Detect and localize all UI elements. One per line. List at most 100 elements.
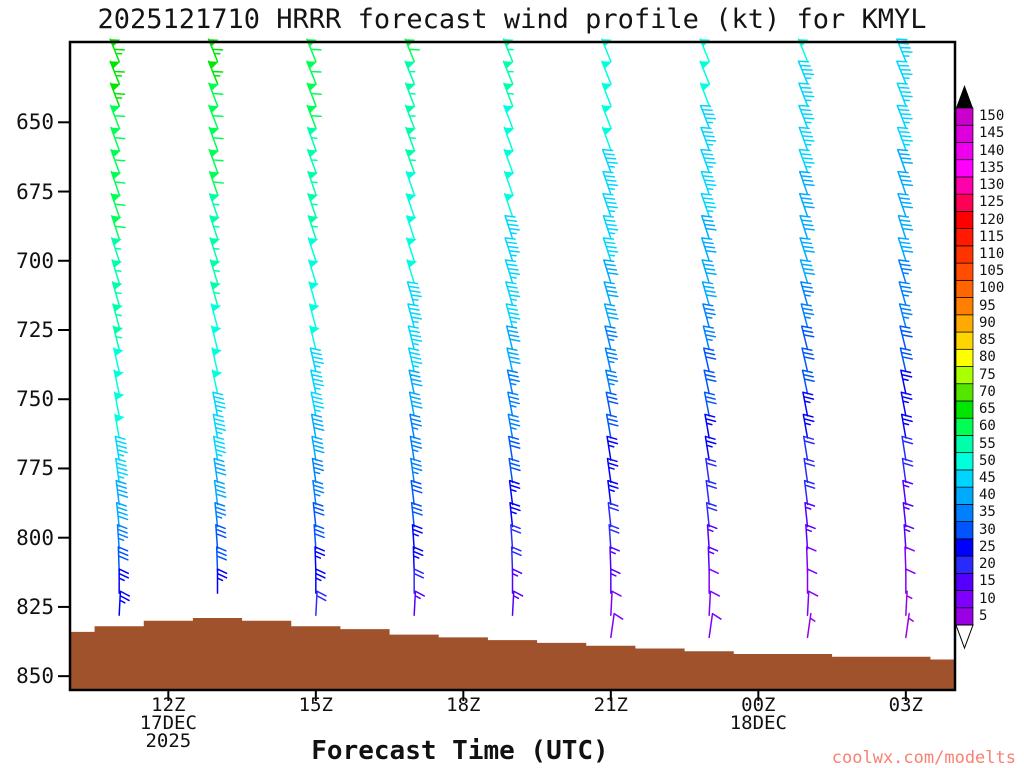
wind-barb-flag [112, 282, 123, 290]
wind-barb [507, 413, 521, 439]
plot-border [68, 40, 957, 692]
colorbar-cell [955, 383, 974, 402]
wind-barb [900, 391, 913, 417]
wind-barb [315, 590, 327, 616]
wind-barb-flag [212, 370, 223, 379]
wind-barb [118, 590, 131, 616]
wind-barb [699, 60, 710, 85]
wind-barb [896, 104, 913, 129]
colorbar-cell [955, 297, 974, 316]
wind-barb [508, 457, 521, 484]
wind-barb-flag [405, 127, 416, 135]
wind-barb-flag [405, 149, 416, 158]
wind-barb-flag [110, 127, 121, 135]
wind-barb-flag [407, 259, 418, 268]
wind-barb [208, 170, 224, 196]
wind-barb [900, 369, 913, 395]
wind-barb [406, 215, 415, 240]
wind-barb-flag [211, 326, 222, 334]
wind-barb [801, 347, 815, 373]
wind-barb-flag [110, 105, 121, 113]
wind-barb-flag [308, 215, 319, 224]
wind-barb [116, 524, 129, 550]
wind-barb [605, 391, 619, 417]
wind-barb [898, 303, 913, 328]
wind-barb [896, 60, 913, 85]
wind-barb [410, 501, 423, 528]
barb-column-21Z [601, 38, 624, 639]
wind-barb-flag [405, 105, 416, 113]
wind-barb [606, 457, 619, 484]
colorbar-cell [955, 400, 974, 419]
wind-barb-flag [212, 348, 222, 356]
wind-barb [503, 82, 515, 107]
wind-barb [310, 369, 325, 395]
wind-barb [900, 413, 913, 439]
wind-barb-flag [504, 127, 515, 135]
barb-column-17Z [404, 38, 426, 616]
wind-barb [701, 215, 717, 240]
wind-barb [109, 60, 126, 85]
wind-barb-flag [111, 193, 122, 202]
wind-barb-flag [110, 83, 121, 91]
wind-barb [708, 590, 721, 616]
wind-barb-flag [406, 215, 417, 224]
colorbar-cell [955, 590, 974, 609]
wind-barb-flag [406, 193, 417, 202]
wind-barb [406, 237, 415, 262]
wind-barb [799, 215, 815, 240]
wind-barb-flag [504, 149, 515, 158]
wind-barb [212, 413, 227, 439]
wind-barb [408, 391, 423, 417]
wind-barb [902, 479, 914, 506]
colorbar-cell [955, 538, 974, 557]
wind-barb [896, 82, 913, 107]
wind-barb [606, 435, 619, 461]
wind-barb [607, 501, 619, 528]
wind-barb [601, 148, 618, 173]
wind-barb [605, 413, 619, 439]
wind-barb [313, 524, 325, 550]
wind-barb [311, 435, 325, 461]
barb-column-03Z [896, 38, 916, 639]
colorbar-cell [955, 331, 974, 350]
wind-barb [897, 170, 914, 196]
colorbar-cell [955, 314, 974, 333]
wind-barb [312, 479, 325, 506]
wind-barb [408, 347, 423, 373]
wind-barb-flag [208, 83, 219, 91]
wind-barb-flag [308, 237, 319, 246]
wind-barb-flag [306, 61, 317, 69]
wind-barb [603, 303, 619, 328]
wind-barb [802, 435, 815, 461]
colorbar-cell [955, 555, 974, 574]
wind-barb [707, 546, 719, 572]
wind-barb [896, 148, 913, 173]
wind-barb [511, 568, 523, 594]
wind-barb [902, 501, 914, 528]
wind-barb [905, 612, 914, 639]
wind-barb-flag [111, 237, 122, 246]
wind-barb-flag [601, 61, 612, 69]
colorbar-cell [955, 279, 974, 298]
wind-barb [211, 347, 219, 373]
wind-barb [904, 546, 915, 572]
wind-barb [507, 435, 521, 461]
wind-barb [896, 38, 913, 63]
wind-barb [806, 568, 818, 594]
xaxis-title: Forecast Time (UTC) [311, 736, 609, 766]
wind-barb [601, 82, 612, 107]
wind-barb [798, 104, 815, 129]
colorbar-cell [955, 572, 974, 591]
wind-barb [412, 546, 424, 572]
wind-barb-flag [210, 282, 221, 290]
wind-barb-flag [111, 171, 122, 180]
wind-barb [705, 457, 717, 484]
wind-barb [510, 546, 522, 572]
wind-barb [312, 501, 325, 528]
colorbar-cell [955, 607, 974, 626]
wind-barb-flag [112, 304, 123, 312]
wind-barb [700, 126, 717, 151]
wind-barb-flag [110, 149, 121, 158]
wind-barb [905, 568, 916, 594]
